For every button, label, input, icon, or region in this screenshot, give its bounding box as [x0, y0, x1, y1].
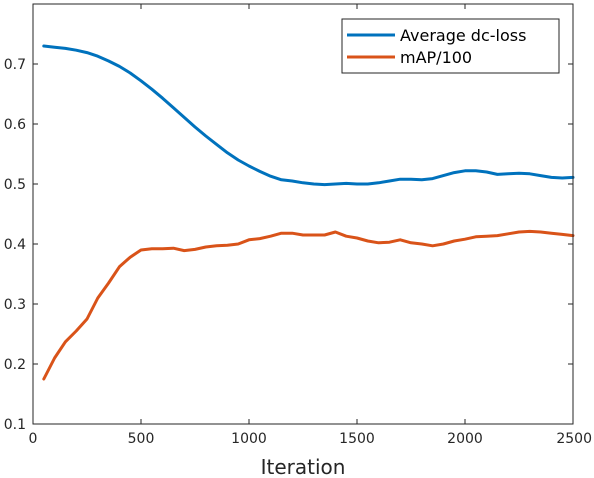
axis-ticks — [32, 4, 574, 425]
series-line-0 — [42, 44, 575, 187]
y-tick-label: 0.4 — [4, 237, 26, 253]
x-tick-label: 2000 — [447, 431, 483, 447]
y-tick-label: 0.3 — [4, 297, 26, 313]
series-line-1 — [42, 229, 575, 381]
plot-area — [33, 4, 573, 424]
series-lines — [42, 44, 575, 381]
x-tick-label: 1000 — [231, 431, 267, 447]
y-tick-label: 0.6 — [4, 117, 26, 133]
legend-label-1: mAP/100 — [400, 48, 472, 67]
legend-box — [341, 18, 560, 74]
x-axis-title: Iteration — [261, 455, 346, 478]
x-tick-label: 0 — [29, 431, 38, 447]
y-tick-label: 0.1 — [4, 417, 26, 433]
legend-label-0: Average dc-loss — [400, 26, 526, 45]
y-tick-label: 0.2 — [4, 357, 26, 373]
y-tick-label: 0.7 — [4, 57, 26, 73]
x-tick-label: 2500 — [556, 431, 592, 447]
y-tick-label: 0.5 — [4, 177, 26, 193]
x-tick-label: 1500 — [339, 431, 375, 447]
axes-frame — [32, 3, 574, 425]
legend: Average dc-loss mAP/100 — [341, 18, 560, 74]
x-tick-label: 500 — [128, 431, 155, 447]
axis-tick-labels: 0 500 1000 1500 2000 2500 0.1 0.2 0.3 0.4 0.5 0.6 0.… — [4, 57, 592, 447]
